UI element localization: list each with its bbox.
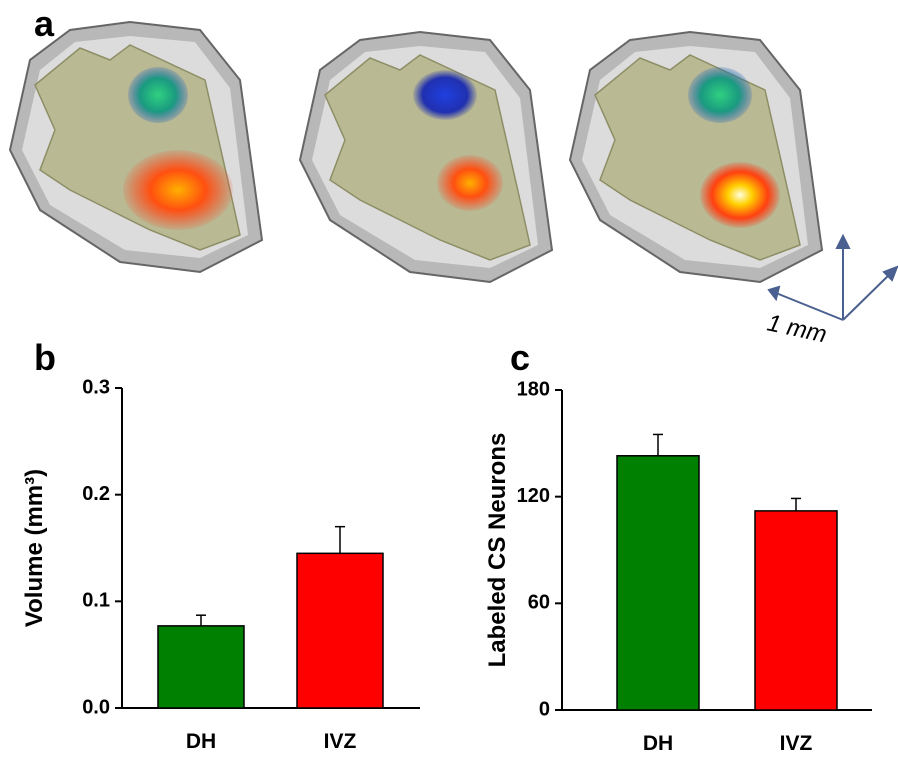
blob: [700, 162, 780, 228]
bar: [754, 510, 838, 711]
y-tick-label: 120: [517, 485, 550, 507]
scale-label: 1 mm: [765, 309, 829, 348]
y-axis-title: Volume (mm³): [21, 469, 48, 627]
y-tick-label: 0.2: [82, 483, 110, 505]
render-3d: [299, 31, 553, 283]
render-3d: [569, 31, 823, 283]
y-tick-label: 180: [517, 378, 550, 400]
x-tick-label: IVZ: [780, 732, 813, 755]
y-tick-label: 0.3: [82, 376, 110, 398]
scale-axes: [767, 233, 898, 321]
blob: [688, 67, 752, 123]
bar: [296, 552, 384, 709]
blob: [413, 70, 477, 120]
x-tick-label: DH: [186, 730, 216, 753]
panel-label: c: [510, 337, 530, 378]
y-tick-label: 0.1: [82, 590, 110, 612]
x-tick-label: DH: [643, 732, 673, 755]
blob: [128, 67, 188, 123]
y-axis-title: Labeled CS Neurons: [484, 433, 511, 668]
y-tick-label: 0.0: [82, 696, 110, 718]
render-3d: [9, 21, 263, 273]
panel-label: b: [34, 337, 56, 378]
bar: [616, 455, 700, 711]
x-tick-label: IVZ: [324, 730, 357, 753]
blob: [123, 150, 233, 230]
y-tick-label: 60: [528, 592, 550, 614]
blob: [437, 155, 503, 211]
bar: [157, 625, 245, 709]
panel-label: a: [34, 3, 55, 44]
y-tick-label: 0: [539, 698, 550, 720]
